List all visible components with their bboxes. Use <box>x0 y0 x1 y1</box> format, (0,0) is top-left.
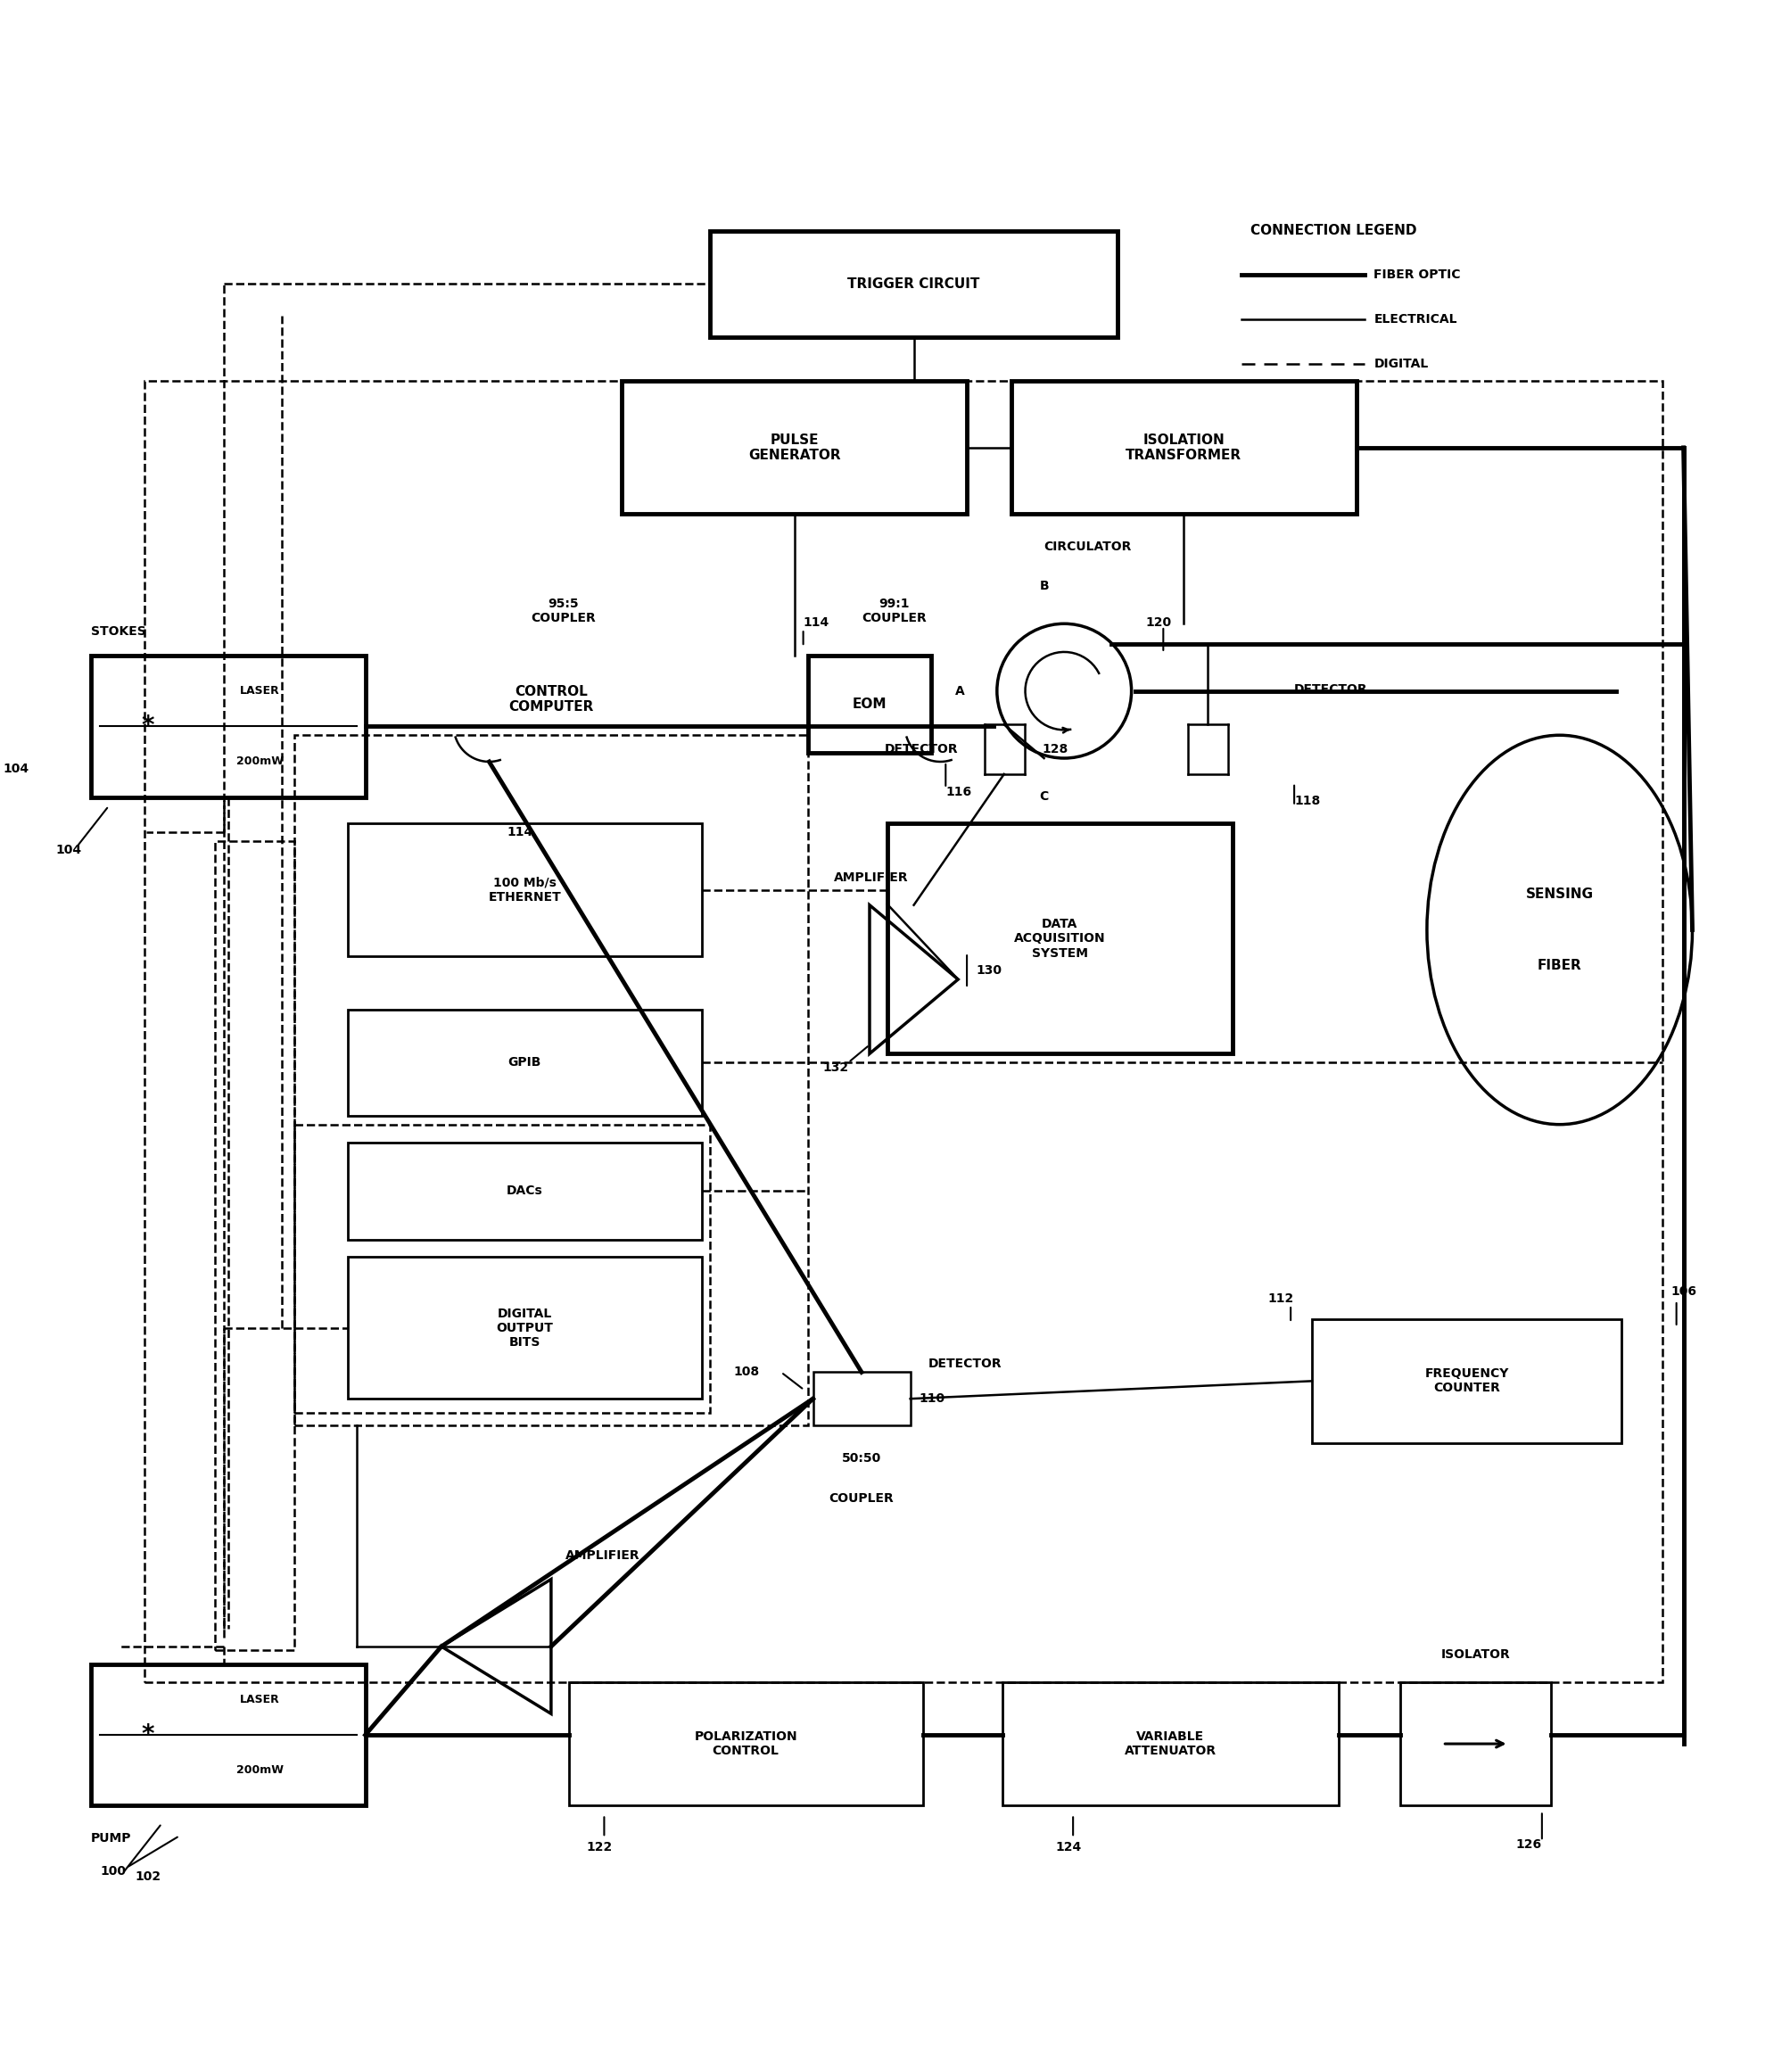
Text: TRIGGER CIRCUIT: TRIGGER CIRCUIT <box>847 278 979 290</box>
Text: COUPLER: COUPLER <box>829 1492 893 1504</box>
Text: GPIB: GPIB <box>508 1057 541 1069</box>
Text: DETECTOR: DETECTOR <box>1294 684 1368 696</box>
Text: CONTROL
COMPUTER: CONTROL COMPUTER <box>508 686 592 715</box>
Text: 104: 104 <box>4 762 29 775</box>
Text: 128: 128 <box>1042 744 1067 756</box>
Text: SENSING: SENSING <box>1525 887 1593 901</box>
Bar <box>91 1664 365 1805</box>
Bar <box>807 655 931 752</box>
Text: C: C <box>1038 789 1049 802</box>
Text: 124: 124 <box>1054 1842 1081 1854</box>
Bar <box>1002 1682 1337 1805</box>
Text: 100 Mb/s
ETHERNET: 100 Mb/s ETHERNET <box>489 876 560 903</box>
Text: 132: 132 <box>822 1061 848 1073</box>
Text: ISOLATOR: ISOLATOR <box>1441 1647 1509 1660</box>
Text: 108: 108 <box>734 1365 759 1378</box>
Text: 114: 114 <box>507 827 533 839</box>
Bar <box>347 1142 702 1239</box>
Text: B: B <box>1038 580 1049 593</box>
Text: POLARIZATION
CONTROL: POLARIZATION CONTROL <box>695 1730 797 1757</box>
Text: 110: 110 <box>918 1392 945 1405</box>
Text: DETECTOR: DETECTOR <box>884 744 958 756</box>
Text: DIGITAL
OUTPUT
BITS: DIGITAL OUTPUT BITS <box>496 1307 553 1349</box>
Text: 126: 126 <box>1514 1838 1541 1850</box>
Text: LASER: LASER <box>240 686 279 696</box>
Text: FIBER OPTIC: FIBER OPTIC <box>1373 269 1461 282</box>
Bar <box>1312 1320 1620 1442</box>
Text: AMPLIFIER: AMPLIFIER <box>834 872 908 885</box>
Text: DATA
ACQUISITION
SYSTEM: DATA ACQUISITION SYSTEM <box>1013 918 1104 959</box>
Bar <box>1400 1682 1550 1805</box>
Bar <box>143 381 1661 1682</box>
Text: DIGITAL: DIGITAL <box>1373 356 1428 369</box>
Text: STOKES: STOKES <box>91 626 147 638</box>
Text: *: * <box>141 715 154 740</box>
Bar <box>621 381 967 514</box>
Text: *: * <box>141 1722 154 1747</box>
Text: 114: 114 <box>804 617 829 630</box>
Text: FREQUENCY
COUNTER: FREQUENCY COUNTER <box>1425 1368 1509 1394</box>
Text: AMPLIFIER: AMPLIFIER <box>566 1550 639 1562</box>
Text: 104: 104 <box>55 843 82 856</box>
Text: 112: 112 <box>1267 1293 1292 1305</box>
Bar <box>294 736 807 1426</box>
Text: DETECTOR: DETECTOR <box>927 1357 1001 1370</box>
Text: 130: 130 <box>976 963 1001 976</box>
Text: FIBER: FIBER <box>1536 959 1581 972</box>
Bar <box>813 1372 909 1426</box>
Bar <box>91 655 365 798</box>
Text: LASER: LASER <box>240 1693 279 1705</box>
Text: 106: 106 <box>1670 1285 1697 1297</box>
Text: 118: 118 <box>1294 794 1319 806</box>
Text: 116: 116 <box>945 785 972 798</box>
Text: 95:5
COUPLER: 95:5 COUPLER <box>532 599 596 626</box>
Text: 200mW: 200mW <box>236 1765 283 1776</box>
Text: CIRCULATOR: CIRCULATOR <box>1044 541 1131 553</box>
Bar <box>347 1258 702 1399</box>
Text: DACs: DACs <box>507 1185 542 1198</box>
Bar <box>347 1009 702 1115</box>
Text: 100: 100 <box>100 1865 125 1877</box>
Text: PUMP: PUMP <box>91 1832 132 1844</box>
Bar <box>347 825 702 957</box>
Text: CONNECTION LEGEND: CONNECTION LEGEND <box>1249 224 1416 238</box>
Bar <box>886 825 1232 1055</box>
Bar <box>215 841 294 1649</box>
Text: EOM: EOM <box>852 698 886 711</box>
Text: 200mW: 200mW <box>236 756 283 767</box>
Bar <box>711 230 1117 338</box>
Text: 102: 102 <box>136 1871 161 1883</box>
Text: VARIABLE
ATTENUATOR: VARIABLE ATTENUATOR <box>1124 1730 1215 1757</box>
Text: ELECTRICAL: ELECTRICAL <box>1373 313 1457 325</box>
Text: ISOLATION
TRANSFORMER: ISOLATION TRANSFORMER <box>1126 433 1240 462</box>
Bar <box>569 1682 922 1805</box>
Bar <box>294 1125 711 1413</box>
Text: PULSE
GENERATOR: PULSE GENERATOR <box>748 433 840 462</box>
Text: 99:1
COUPLER: 99:1 COUPLER <box>861 599 927 626</box>
Text: 50:50: 50:50 <box>841 1452 881 1465</box>
Text: 122: 122 <box>585 1842 612 1854</box>
Text: 120: 120 <box>1146 615 1171 630</box>
Text: A: A <box>956 684 965 696</box>
Bar <box>1011 381 1355 514</box>
